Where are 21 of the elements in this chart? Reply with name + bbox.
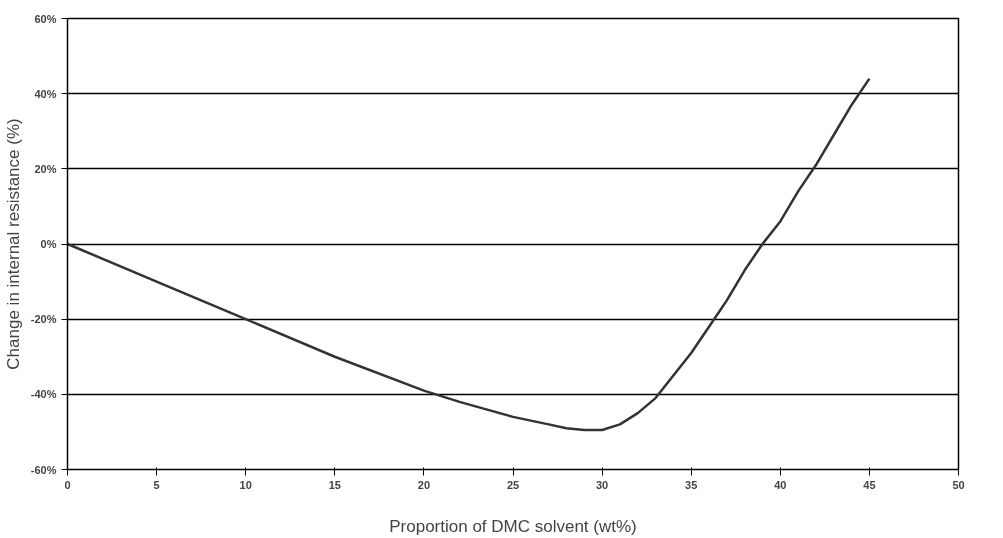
x-tick-label: 15 — [328, 478, 341, 491]
x-tick-label: 40 — [774, 478, 787, 491]
y-tick-label: 0% — [40, 238, 57, 250]
x-tick-label: 0 — [64, 478, 71, 491]
y-tick-label: -60% — [30, 463, 57, 476]
x-tick-label: 45 — [863, 478, 876, 491]
x-tick-label: 50 — [952, 478, 965, 491]
x-tick-label: 20 — [417, 478, 431, 491]
x-axis-title: Proportion of DMC solvent (wt%) — [389, 516, 637, 536]
x-tick-label: 35 — [685, 478, 698, 491]
x-tick-label: 10 — [239, 478, 252, 491]
y-tick-label: 40% — [34, 87, 57, 100]
x-tick-label: 5 — [153, 478, 160, 491]
x-tick-label: 30 — [595, 478, 609, 491]
y-tick-label: -40% — [30, 388, 57, 401]
line-series — [67, 77, 871, 432]
y-tick-label: -20% — [30, 313, 57, 326]
y-axis-title: Change in internal resistance (%) — [3, 118, 23, 370]
y-tick-label: 60% — [34, 12, 57, 25]
y-tick-label: 20% — [34, 162, 57, 175]
x-tick-label: 25 — [506, 478, 520, 491]
